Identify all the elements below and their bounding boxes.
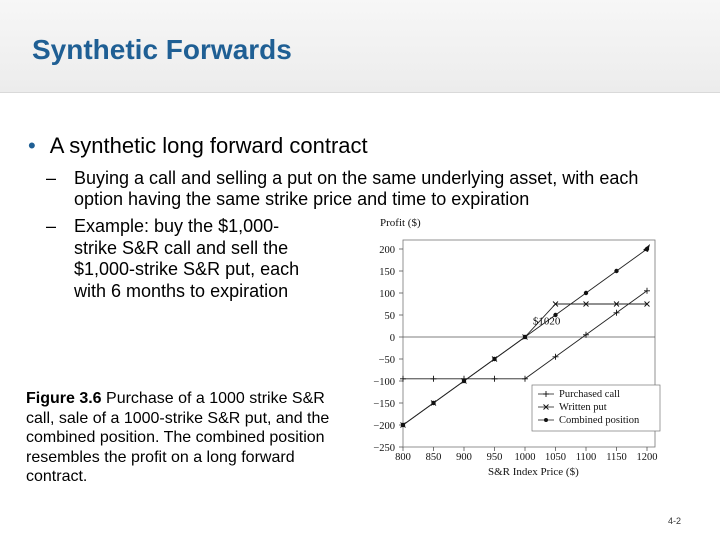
caption-label: Figure 3.6 xyxy=(26,390,102,407)
slide-title: Synthetic Forwards xyxy=(32,34,292,65)
legend-label: Written put xyxy=(559,402,607,413)
legend-marker xyxy=(543,391,549,397)
x-tick-label: 1000 xyxy=(515,452,536,463)
y-tick-label: 150 xyxy=(379,267,395,278)
sub-bullet-1: – Buying a call and selling a put on the … xyxy=(46,168,676,210)
dash-marker: – xyxy=(46,168,57,188)
x-tick-label: 1050 xyxy=(545,452,566,463)
data-point xyxy=(461,378,467,384)
data-point xyxy=(430,375,437,382)
legend-box xyxy=(531,384,661,432)
x-tick-label: 950 xyxy=(487,452,503,463)
plot-frame xyxy=(402,239,656,448)
data-point xyxy=(491,375,498,382)
x-axis-label: S&R Index Price ($) xyxy=(488,466,579,478)
data-point xyxy=(553,312,558,318)
title-band xyxy=(0,0,720,93)
data-point xyxy=(644,287,650,294)
x-tick-label: 850 xyxy=(426,452,442,463)
bullet-dot: • xyxy=(28,133,36,158)
data-point xyxy=(552,353,559,360)
data-point xyxy=(522,334,528,340)
data-point xyxy=(492,356,497,362)
y-tick-label: −200 xyxy=(373,421,395,432)
data-point xyxy=(400,375,406,382)
legend-marker xyxy=(543,404,549,410)
x-tick-label: 800 xyxy=(395,452,411,463)
y-tick-label: −250 xyxy=(373,443,395,454)
slide-number: 4-2 xyxy=(668,516,682,526)
y-axis-label: Profit ($) xyxy=(380,217,421,229)
data-point xyxy=(431,400,436,406)
breakeven-annotation: $1020 xyxy=(533,316,561,328)
legend-label: Combined position xyxy=(559,415,640,426)
data-point xyxy=(400,422,406,428)
y-tick-label: −100 xyxy=(373,377,395,388)
data-point xyxy=(552,301,559,307)
data-point xyxy=(613,301,620,307)
chart-legend: Purchased call Written put Combined positi… xyxy=(531,384,661,432)
data-point xyxy=(583,290,589,296)
sub-bullet-1-text: Buying a call and selling a put on the s… xyxy=(74,168,639,209)
y-tick-label: 0 xyxy=(390,333,395,344)
caption-text: Purchase of a 1000 strike S&R call, sale… xyxy=(26,390,330,485)
data-point xyxy=(644,301,650,307)
y-tick-label: 200 xyxy=(379,245,395,256)
y-tick-label: 50 xyxy=(385,311,396,322)
arrowhead xyxy=(643,244,650,252)
data-point xyxy=(614,268,619,274)
sub-bullet-2-text: Example: buy the $1,000-strike S&R call … xyxy=(74,216,300,301)
x-tick-label: 1200 xyxy=(637,452,658,463)
data-point xyxy=(583,331,589,338)
sub-bullet-2: – Example: buy the $1,000-strike S&R call… xyxy=(46,216,326,302)
bullet-item: • A synthetic long forward contract xyxy=(28,133,368,159)
y-tick-label: 100 xyxy=(379,289,395,300)
data-point xyxy=(522,375,528,382)
data-point xyxy=(583,301,589,307)
x-tick-label: 1100 xyxy=(576,452,597,463)
y-tick-label: −50 xyxy=(379,355,395,366)
x-tick-label: 900 xyxy=(456,452,472,463)
x-tick-label: 1150 xyxy=(606,452,627,463)
figure-caption: Figure 3.6 Purchase of a 1000 strike S&R… xyxy=(26,389,336,487)
data-point xyxy=(613,309,620,316)
y-tick-label: −150 xyxy=(373,399,395,410)
legend-marker xyxy=(544,418,548,422)
bullet-text: A synthetic long forward contract xyxy=(49,133,368,158)
legend-label: Purchased call xyxy=(559,389,620,400)
dash-marker: – xyxy=(46,216,57,236)
chart-series xyxy=(400,244,650,428)
